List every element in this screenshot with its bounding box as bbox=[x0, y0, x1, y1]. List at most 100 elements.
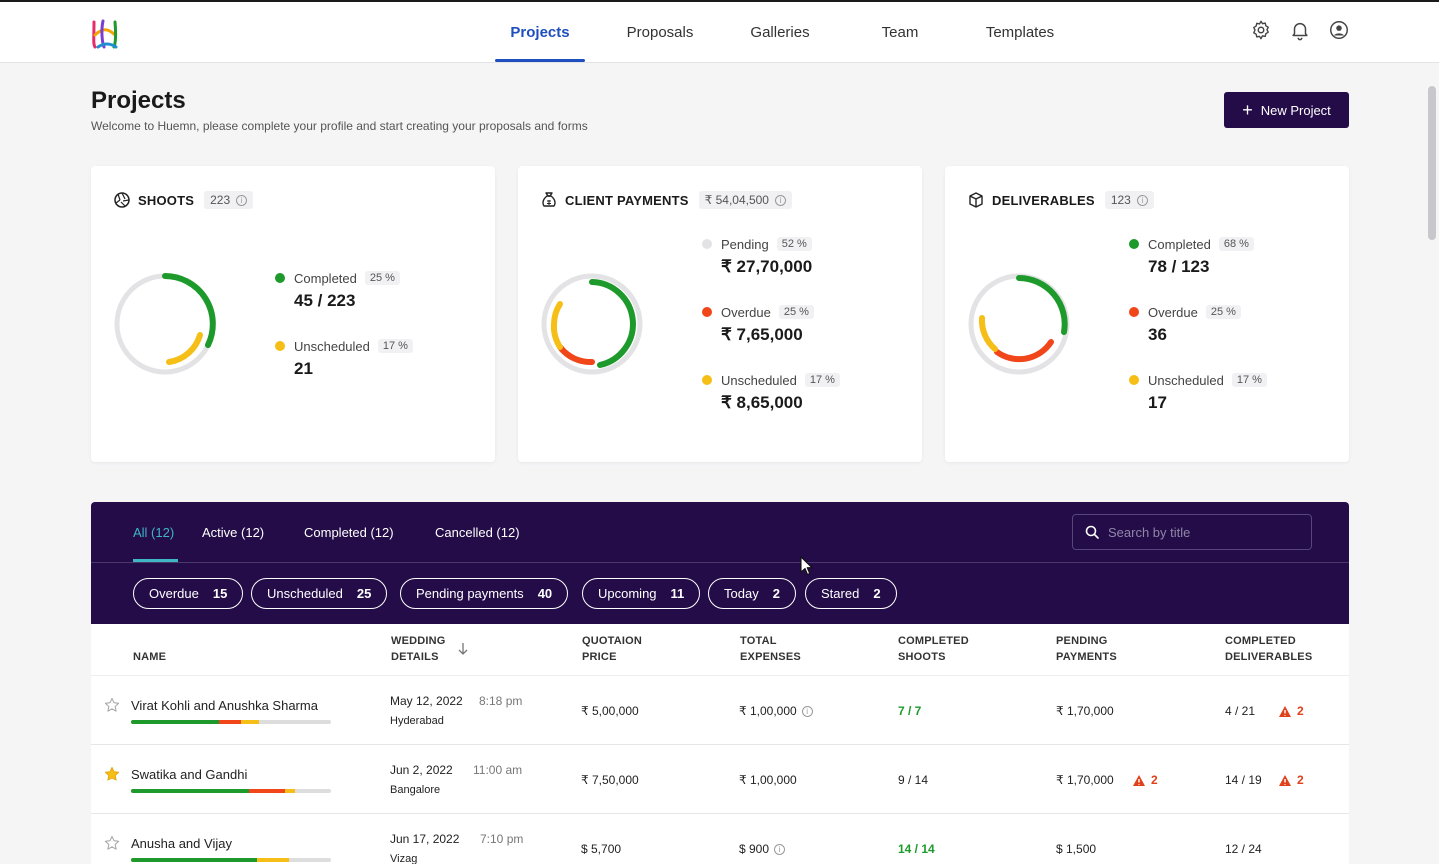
info-icon[interactable]: i bbox=[774, 194, 786, 206]
total-expenses: $ 900 i bbox=[739, 842, 786, 856]
column-header-quotation-price[interactable]: QUOTAION PRICE bbox=[582, 633, 642, 665]
stat-percent: 52 % bbox=[776, 237, 812, 251]
aperture-icon bbox=[114, 192, 130, 208]
chip-label: Unscheduled bbox=[267, 586, 343, 601]
info-icon[interactable]: i bbox=[1136, 194, 1148, 206]
orange-dot-icon bbox=[1129, 307, 1139, 317]
payments-warning[interactable]: 2 bbox=[1132, 773, 1158, 787]
project-name[interactable]: Anusha and Vijay bbox=[131, 836, 232, 851]
tab-cancelled[interactable]: Cancelled (12) bbox=[435, 524, 520, 540]
tab-all[interactable]: All (12) bbox=[133, 502, 178, 562]
warning-triangle-icon bbox=[1279, 705, 1291, 717]
star-outline-icon[interactable] bbox=[104, 835, 120, 851]
quotation-price: ₹ 5,00,000 bbox=[581, 704, 639, 718]
sort-down-arrow-icon[interactable] bbox=[457, 642, 469, 656]
deliverables-warning[interactable]: 2 bbox=[1278, 704, 1304, 718]
tab-active[interactable]: Active (12) bbox=[202, 524, 265, 540]
warning-triangle-icon bbox=[1279, 774, 1291, 786]
info-icon[interactable]: i bbox=[774, 843, 786, 855]
header-line: PRICE bbox=[582, 651, 617, 663]
plus-icon: + bbox=[1242, 100, 1253, 120]
column-header-total-expenses[interactable]: TOTAL EXPENSES bbox=[740, 633, 801, 665]
shoots-stat-unscheduled: Unscheduled 17 % 21 bbox=[275, 336, 413, 379]
project-name[interactable]: Virat Kohli and Anushka Sharma bbox=[131, 698, 318, 713]
stat-label: Completed bbox=[294, 270, 357, 286]
stat-value: 17 bbox=[1148, 393, 1167, 412]
chip-label: Stared bbox=[821, 586, 860, 601]
table-row[interactable]: Virat Kohli and Anushka Sharma May 12, 2… bbox=[91, 676, 1349, 745]
pending-payments: $ 1,500 bbox=[1056, 842, 1097, 856]
deliverables-count-badge: 123 i bbox=[1104, 191, 1154, 209]
progress-segment bbox=[257, 858, 289, 862]
header-line: EXPENSES bbox=[740, 651, 801, 663]
stat-percent: 17 % bbox=[377, 339, 413, 353]
total-expenses: ₹ 1,00,000 i bbox=[739, 704, 813, 718]
table-row[interactable]: Swatika and Gandhi Jun 2, 2022 11:00 am … bbox=[91, 745, 1349, 814]
star-filled-icon[interactable] bbox=[104, 766, 120, 782]
total-expenses: ₹ 1,00,000 bbox=[739, 773, 797, 787]
chip-label: Upcoming bbox=[598, 586, 657, 601]
deliverables-warning[interactable]: 2 bbox=[1278, 773, 1304, 787]
column-header-name[interactable]: NAME bbox=[133, 651, 167, 663]
column-header-completed-shoots[interactable]: COMPLETED SHOOTS bbox=[898, 633, 969, 665]
nav-tab-galleries[interactable]: Galleries bbox=[750, 23, 810, 41]
bell-icon[interactable] bbox=[1289, 19, 1311, 41]
search-input[interactable] bbox=[1072, 514, 1312, 550]
column-header-completed-deliverables[interactable]: COMPLETED DELIVERABLES bbox=[1225, 633, 1312, 665]
projects-table-panel: All (12) Active (12) Completed (12) Canc… bbox=[91, 502, 1349, 864]
project-progress-bar bbox=[131, 789, 331, 793]
column-header-pending-payments[interactable]: PENDING PAYMENTS bbox=[1056, 633, 1117, 665]
nav-tab-templates[interactable]: Templates bbox=[985, 23, 1055, 41]
completed-shoots: 7 / 7 bbox=[898, 704, 922, 718]
main-nav: Projects Proposals Galleries Team Templa… bbox=[495, 2, 1065, 62]
completed-shoots: 14 / 14 bbox=[898, 842, 935, 856]
header-line: PENDING bbox=[1056, 635, 1108, 647]
deliverables-donut-chart bbox=[968, 273, 1070, 375]
money-bag-icon bbox=[542, 192, 556, 207]
stat-label: Overdue bbox=[721, 304, 771, 320]
stat-label: Unscheduled bbox=[294, 338, 370, 354]
chip-count: 40 bbox=[537, 586, 553, 601]
completed-deliverables: 12 / 24 bbox=[1225, 842, 1262, 856]
warning-count: 2 bbox=[1297, 773, 1304, 787]
column-header-wedding-details[interactable]: WEDDING DETAILS bbox=[391, 633, 446, 665]
stat-value: ₹ 8,65,000 bbox=[721, 393, 803, 412]
info-icon[interactable]: i bbox=[236, 194, 248, 206]
nav-tab-team[interactable]: Team bbox=[881, 23, 919, 41]
orange-dot-icon bbox=[702, 307, 712, 317]
filter-chip-today[interactable]: Today 2 bbox=[708, 578, 796, 609]
wedding-time: 7:10 pm bbox=[480, 832, 524, 846]
filter-chip-pending-payments[interactable]: Pending payments 40 bbox=[400, 578, 569, 609]
filter-chip-overdue[interactable]: Overdue 15 bbox=[133, 578, 244, 609]
stat-percent: 25 % bbox=[778, 305, 814, 319]
star-outline-icon[interactable] bbox=[104, 697, 120, 713]
filter-chip-unscheduled[interactable]: Unscheduled 25 bbox=[251, 578, 388, 609]
page-scrollbar[interactable] bbox=[1428, 86, 1436, 240]
new-project-button[interactable]: + New Project bbox=[1224, 92, 1349, 128]
expenses-value: $ 900 bbox=[739, 842, 770, 856]
nav-tab-projects[interactable]: Projects bbox=[495, 2, 585, 62]
table-row[interactable]: Anusha and Vijay Jun 17, 2022 7:10 pm Vi… bbox=[91, 814, 1349, 864]
header-line: PAYMENTS bbox=[1056, 651, 1117, 663]
header-line: COMPLETED bbox=[898, 635, 969, 647]
project-name[interactable]: Swatika and Gandhi bbox=[131, 767, 248, 782]
tab-completed[interactable]: Completed (12) bbox=[304, 524, 394, 540]
huemn-logo-icon[interactable] bbox=[90, 18, 120, 50]
quotation-price: $ 5,700 bbox=[581, 842, 622, 856]
header-line: DETAILS bbox=[391, 651, 439, 663]
header-line: DELIVERABLES bbox=[1225, 651, 1313, 663]
grey-dot-icon bbox=[702, 239, 712, 249]
user-avatar-icon[interactable] bbox=[1328, 19, 1350, 41]
gear-icon[interactable] bbox=[1250, 19, 1272, 41]
payments-card-title: CLIENT PAYMENTS bbox=[565, 192, 689, 208]
stat-percent: 25 % bbox=[1205, 305, 1241, 319]
filter-chip-upcoming[interactable]: Upcoming 11 bbox=[582, 578, 701, 609]
pending-payments: ₹ 1,70,000 bbox=[1056, 704, 1114, 718]
green-dot-icon bbox=[1129, 239, 1139, 249]
filter-chip-stared[interactable]: Stared 2 bbox=[805, 578, 897, 609]
chip-count: 2 bbox=[873, 586, 881, 601]
shoots-stat-completed: Completed 25 % 45 / 223 bbox=[275, 268, 400, 311]
status-tabs: All (12) Active (12) Completed (12) Canc… bbox=[91, 502, 1349, 563]
info-icon[interactable]: i bbox=[801, 705, 813, 717]
nav-tab-proposals[interactable]: Proposals bbox=[626, 23, 694, 41]
